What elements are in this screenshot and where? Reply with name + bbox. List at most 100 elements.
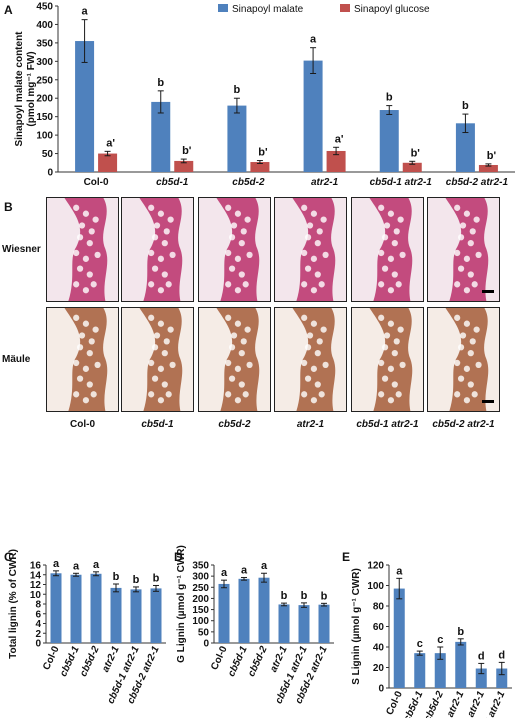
bar-a-glucose: [478, 164, 498, 172]
bar-e: [434, 653, 446, 688]
significance-label-a: a: [310, 34, 317, 46]
x-tick-label-a: cb5d-2: [232, 177, 265, 188]
vascular-tissue-illustration: [64, 198, 108, 301]
y-tick-label-c: 10: [30, 590, 42, 601]
x-tick-label-e: Col-0: [384, 689, 405, 717]
vascular-tissue-illustration: [292, 198, 336, 301]
bar-e: [455, 641, 467, 688]
y-tick-label-d: 250: [192, 583, 209, 594]
significance-label-c: b: [133, 574, 140, 586]
panel-letter-c: C: [4, 550, 13, 564]
significance-label-a: b: [462, 100, 469, 112]
legend-swatch-a: [218, 4, 228, 12]
y-tick-label-e: 0: [378, 684, 384, 695]
vascular-tissue-illustration: [64, 308, 108, 411]
y-axis-title-c: Total lignin (% of CWR): [8, 549, 19, 659]
panel-b-row-label: Mäule: [2, 353, 31, 365]
legend-label-a: Sinapoyl glucose: [354, 4, 430, 15]
bar-d: [298, 605, 310, 643]
panel-b-column-label: atr2-1: [296, 419, 325, 430]
bar-e: [393, 588, 405, 688]
x-tick-label-a: Col-0: [84, 177, 109, 188]
micrograph-tile: [274, 307, 347, 412]
y-tick-label-e: 60: [373, 622, 385, 633]
y-tick-label-d: 150: [192, 605, 209, 616]
micrograph-tile: [351, 307, 424, 412]
y-tick-label-a: 150: [36, 112, 53, 123]
micrograph-tile: [427, 307, 500, 412]
x-tick-label-a: cb5d-1 atr2-1: [370, 177, 433, 188]
significance-label-a: b': [487, 150, 497, 162]
vascular-tissue-illustration: [445, 198, 489, 301]
y-tick-label-e: 120: [367, 561, 384, 572]
micrograph-tile: [198, 307, 271, 412]
bar-a-glucose: [402, 162, 422, 172]
micrograph-tile: [351, 197, 424, 302]
x-tick-label-d: atr2-1: [268, 644, 290, 674]
panel-b-micrographs: Wiesner Mäule Col-0 cb5d-1 cb5d-2 atr2-1 cb5d-…: [0, 195, 520, 525]
significance-label-e: d: [498, 649, 505, 661]
panel-b-column-label: cb5d-1 atr2-1: [356, 419, 419, 430]
y-axis-title-d: G Lignin (µmol g⁻¹ CWR): [176, 545, 187, 663]
micrograph-tile: [198, 197, 271, 302]
bar-a-glucose: [326, 150, 346, 172]
significance-label-d: a: [261, 560, 268, 572]
significance-label-c: b: [113, 571, 120, 583]
y-tick-label-d: 300: [192, 572, 209, 583]
significance-label-a: b': [182, 145, 192, 157]
significance-label-d: b: [281, 590, 288, 602]
x-tick-label-a: atr2-1: [311, 177, 339, 188]
bar-d: [238, 578, 250, 643]
panel-b-column-label: cb5d-2 atr2-1: [432, 419, 495, 430]
significance-label-c: b: [153, 572, 160, 584]
y-tick-label-c: 14: [30, 570, 42, 581]
significance-label-a: b: [386, 92, 393, 104]
micrograph-tile: [121, 307, 194, 412]
y-tick-label-c: 16: [30, 561, 42, 572]
y-tick-label-a: 50: [42, 149, 54, 160]
bar-d: [318, 604, 330, 643]
y-tick-label-d: 100: [192, 616, 209, 627]
x-tick-label-c: atr2-1: [100, 644, 122, 674]
bar-e: [475, 668, 487, 688]
vascular-tissue-illustration: [369, 308, 413, 411]
y-tick-label-c: 2: [35, 629, 41, 640]
vascular-tissue-illustration: [369, 198, 413, 301]
y-tick-label-e: 100: [367, 581, 384, 592]
y-tick-label-d: 350: [192, 561, 209, 572]
significance-label-c: a: [53, 558, 60, 570]
x-tick-label-a: cb5d-2 atr2-1: [446, 177, 509, 188]
bar-a-malate: [455, 123, 475, 172]
y-tick-label-a: 100: [36, 131, 53, 142]
significance-label-e: c: [437, 634, 443, 646]
bar-a-malate: [75, 41, 95, 172]
panel-letter-a: A: [4, 3, 13, 17]
y-tick-label-a: 400: [36, 20, 53, 31]
bar-c: [130, 589, 142, 643]
significance-label-a: b: [234, 84, 241, 96]
y-tick-label-e: 40: [373, 643, 385, 654]
y-tick-label-a: 200: [36, 94, 53, 105]
micrograph-tile: [46, 307, 119, 412]
bar-e: [496, 668, 508, 688]
y-tick-label-c: 6: [35, 609, 41, 620]
bar-c: [150, 588, 162, 643]
vascular-tissue-illustration: [139, 308, 183, 411]
y-tick-label-d: 200: [192, 594, 209, 605]
micrograph-tile: [121, 197, 194, 302]
significance-label-a: b': [258, 147, 268, 159]
y-tick-label-a: 0: [47, 168, 53, 179]
significance-label-e: b: [457, 626, 464, 638]
bar-a-malate: [379, 110, 399, 172]
vascular-tissue-illustration: [216, 198, 260, 301]
significance-label-a: b: [157, 77, 164, 89]
significance-label-e: a: [396, 565, 403, 577]
bar-d: [218, 583, 230, 643]
panel-b-row-label: Wiesner: [2, 243, 41, 255]
bar-c: [50, 573, 62, 643]
x-tick-label-d: Col-0: [209, 644, 230, 672]
micrograph-tile: [46, 197, 119, 302]
significance-label-a: b': [411, 147, 421, 159]
